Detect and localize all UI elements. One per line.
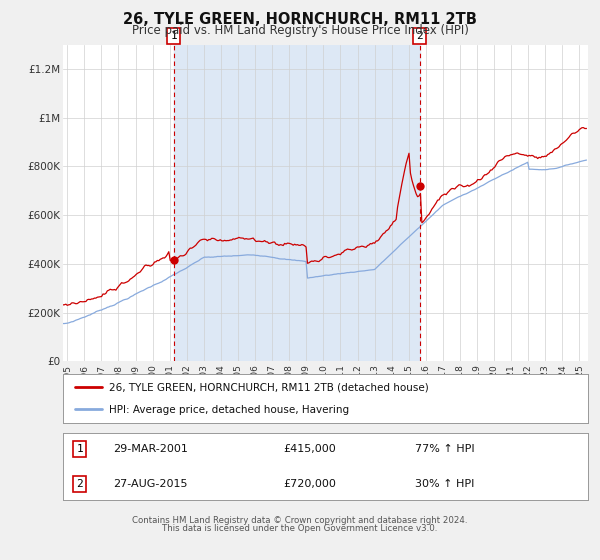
Text: 26, TYLE GREEN, HORNCHURCH, RM11 2TB (detached house): 26, TYLE GREEN, HORNCHURCH, RM11 2TB (de…	[109, 382, 429, 393]
Text: 29-MAR-2001: 29-MAR-2001	[113, 444, 188, 454]
Text: This data is licensed under the Open Government Licence v3.0.: This data is licensed under the Open Gov…	[163, 524, 437, 533]
Text: 2: 2	[416, 31, 423, 41]
Text: 1: 1	[76, 444, 83, 454]
Text: HPI: Average price, detached house, Havering: HPI: Average price, detached house, Have…	[109, 405, 349, 415]
Text: £415,000: £415,000	[284, 444, 336, 454]
Text: 1: 1	[170, 31, 177, 41]
Text: 26, TYLE GREEN, HORNCHURCH, RM11 2TB: 26, TYLE GREEN, HORNCHURCH, RM11 2TB	[123, 12, 477, 27]
Text: 27-AUG-2015: 27-AUG-2015	[113, 479, 187, 489]
Text: 30% ↑ HPI: 30% ↑ HPI	[415, 479, 474, 489]
Text: £720,000: £720,000	[284, 479, 337, 489]
Text: Price paid vs. HM Land Registry's House Price Index (HPI): Price paid vs. HM Land Registry's House …	[131, 24, 469, 36]
Text: Contains HM Land Registry data © Crown copyright and database right 2024.: Contains HM Land Registry data © Crown c…	[132, 516, 468, 525]
Text: 2: 2	[76, 479, 83, 489]
Bar	[174, 45, 420, 361]
Text: 77% ↑ HPI: 77% ↑ HPI	[415, 444, 475, 454]
